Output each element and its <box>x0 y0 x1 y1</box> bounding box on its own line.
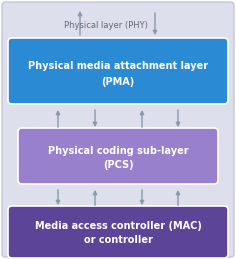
FancyBboxPatch shape <box>18 128 218 184</box>
FancyBboxPatch shape <box>8 206 228 258</box>
Text: Physical layer (PHY): Physical layer (PHY) <box>64 21 148 31</box>
Text: Physical media attachment layer: Physical media attachment layer <box>28 61 208 71</box>
Text: (PCS): (PCS) <box>103 160 133 170</box>
FancyBboxPatch shape <box>8 38 228 104</box>
FancyBboxPatch shape <box>2 2 234 257</box>
Text: Physical coding sub-layer: Physical coding sub-layer <box>48 146 188 156</box>
Text: Media access controller (MAC): Media access controller (MAC) <box>34 221 202 231</box>
Text: or controller: or controller <box>84 235 152 245</box>
Text: (PMA): (PMA) <box>101 77 135 87</box>
